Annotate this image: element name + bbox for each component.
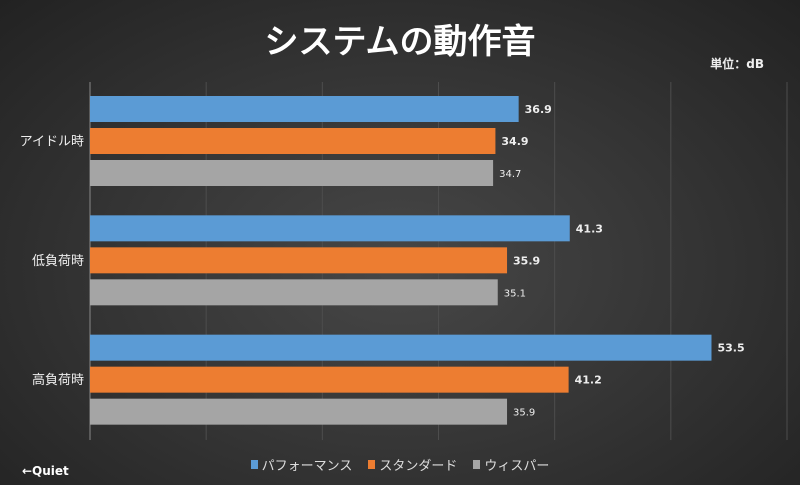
category-label: 高負荷時: [32, 372, 84, 388]
legend-label: ウィスパー: [484, 459, 550, 474]
data-label: 53.5: [717, 342, 744, 355]
legend-swatch: [368, 460, 376, 469]
category-label: 低負荷時: [32, 254, 84, 269]
legend-item: ウィスパー: [473, 455, 549, 474]
data-label: 34.7: [499, 169, 521, 180]
bar: [90, 215, 570, 242]
unit-label: 単位：dB: [710, 57, 764, 71]
bar: [90, 96, 519, 122]
bar: [90, 279, 498, 306]
data-label: 34.9: [501, 135, 528, 148]
chart-title: システムの動作音: [264, 22, 536, 62]
data-label: 41.3: [576, 222, 603, 235]
bar: [90, 366, 569, 393]
bar: [90, 334, 712, 361]
legend: パフォーマンス スタンダード ウィスパー: [0, 455, 800, 474]
bar: [90, 247, 508, 274]
legend-label: スタンダード: [379, 459, 458, 474]
bar: [90, 160, 494, 186]
legend-item: パフォーマンス: [250, 455, 353, 474]
data-label: 35.9: [513, 254, 540, 267]
bar: [90, 128, 496, 154]
category-label: アイドル時: [20, 135, 84, 150]
data-label: 41.2: [575, 374, 602, 387]
legend-label: パフォーマンス: [261, 459, 353, 474]
data-label: 36.9: [525, 103, 552, 116]
legend-item: スタンダード: [368, 455, 457, 474]
bar: [90, 398, 508, 425]
data-label: 35.1: [504, 288, 526, 299]
quiet-annotation: ←Quiet: [22, 464, 69, 478]
data-label: 35.9: [513, 408, 535, 419]
legend-swatch: [250, 460, 258, 469]
legend-swatch: [473, 460, 481, 469]
